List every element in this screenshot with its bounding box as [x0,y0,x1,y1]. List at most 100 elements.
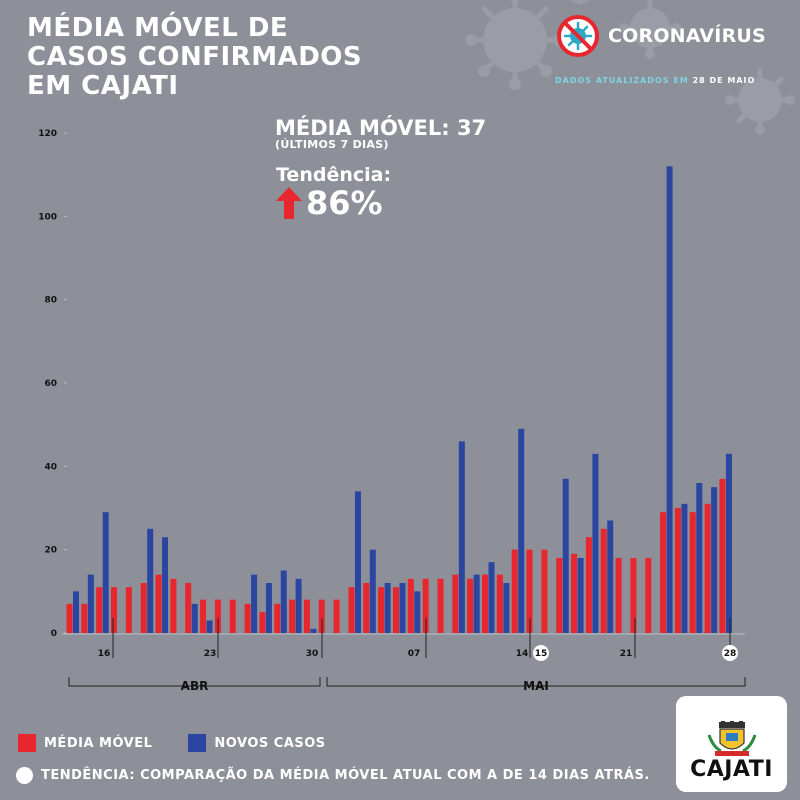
bar-media-movel [274,603,281,633]
x-tick-label: 14 [516,649,529,659]
bar-media-movel [630,558,637,633]
city-logo: CAJATI [676,696,787,792]
bar-novos-casos [725,453,732,633]
bar-chart: 0 20 40 60 80 100 120 16 23 30 07 14 15 21 28 ABR MAI [38,129,746,693]
legend-item-media-movel: MÉDIA MÓVEL [18,734,152,752]
bar-novos-casos [518,428,525,633]
brand: CORONAVÍRUS [556,14,766,58]
y-tick-label: 100 [38,212,57,222]
legend: MÉDIA MÓVEL NOVOS CASOS [18,734,362,752]
bar-media-movel [719,478,726,633]
bar-novos-casos [607,520,614,633]
bar-media-movel [333,599,340,633]
trend-summary: Tendência: 86% [276,164,391,222]
bar-media-movel [452,574,459,633]
bar-media-movel [615,558,622,633]
y-tick-label: 20 [44,546,57,556]
moving-average-summary: MÉDIA MÓVEL: 37 (ÚLTIMOS 7 DIAS) [275,116,486,151]
bar-media-movel [96,587,103,633]
trend-note-text: TENDÊNCIA: COMPARAÇÃO DA MÉDIA MÓVEL ATU… [41,768,650,783]
bar-media-movel [140,583,147,633]
bar-novos-casos [503,583,510,633]
bar-media-movel [363,583,370,633]
bar-media-movel [422,578,429,633]
bar-media-movel [170,578,177,633]
bar-media-movel [571,553,578,633]
update-date: 28 DE MAIO [692,76,756,85]
month-bracket [68,677,321,687]
bar-media-movel [155,574,162,633]
bar-novos-casos [592,453,599,633]
bar-novos-casos [310,628,317,633]
bar-media-movel [259,612,266,633]
bar-novos-casos [577,558,584,633]
bar-novos-casos [369,549,376,633]
bar-media-movel [244,603,251,633]
bar-media-movel [185,583,192,633]
month-label: ABR [181,679,209,693]
bar-novos-casos [251,574,258,633]
bar-media-movel [289,599,296,633]
note-dot-icon [16,767,33,784]
bar-novos-casos [473,574,480,633]
x-tick-label: 30 [306,649,319,659]
update-label: DADOS ATUALIZADOS EM [555,76,689,85]
bar-media-movel [526,549,533,633]
page-title: MÉDIA MÓVEL DE CASOS CONFIRMADOS EM CAJA… [27,14,407,101]
bar-novos-casos [666,166,673,634]
bar-novos-casos [458,441,465,633]
y-tick-label: 120 [38,129,57,139]
bar-media-movel [303,599,310,633]
bar-novos-casos [102,512,109,633]
arrow-up-icon [276,187,302,219]
bar-media-movel [125,587,132,633]
bar-novos-casos [562,478,569,633]
no-virus-icon [557,15,599,57]
bar-media-movel [467,578,474,633]
title-line-1: MÉDIA MÓVEL DE [27,13,289,43]
bar-novos-casos [206,620,213,633]
bar-media-movel [392,587,399,633]
bar-novos-casos [147,528,154,633]
brand-name: CORONAVÍRUS [608,25,766,47]
bar-media-movel [585,537,592,633]
moving-average-value: 37 [456,116,487,140]
bar-novos-casos [191,603,198,633]
bar-novos-casos [384,583,391,633]
y-tick-label: 40 [44,462,57,472]
bar-media-movel [496,574,503,633]
y-tick-label: 80 [44,296,57,306]
city-name: CAJATI [690,757,773,782]
bar-media-movel [556,558,563,633]
bar-media-movel [81,603,88,633]
month-bracket [326,677,746,687]
bar-novos-casos [265,583,272,633]
x-tick-label: 21 [620,649,633,659]
bar-novos-casos [280,570,287,633]
bar-media-movel [689,512,696,633]
bar-media-movel [600,528,607,633]
trend-label: Tendência: [276,164,392,186]
bar-media-movel [66,603,73,633]
bar-media-movel [348,587,355,633]
title-line-2: CASOS CONFIRMADOS [27,42,363,72]
x-tick-label: 28 [724,649,737,659]
virus-decoration [465,0,795,135]
x-tick-label: 16 [98,649,111,659]
bar-novos-casos [488,562,495,633]
bar-novos-casos [711,487,718,633]
bar-novos-casos [414,591,421,633]
bar-media-movel [214,599,221,633]
bar-media-movel [378,587,385,633]
y-tick-label: 60 [44,379,57,389]
bar-novos-casos [162,537,169,633]
bar-media-movel [318,599,325,633]
bar-media-movel [482,574,489,633]
moving-average-label: MÉDIA MÓVEL: [275,116,450,140]
bar-media-movel [645,558,652,633]
x-tick-highlight [533,645,549,661]
coat-of-arms-icon [707,721,756,756]
legend-swatch-novos-casos [188,734,207,752]
bar-novos-casos [295,578,302,633]
y-tick-label: 0 [51,629,57,639]
